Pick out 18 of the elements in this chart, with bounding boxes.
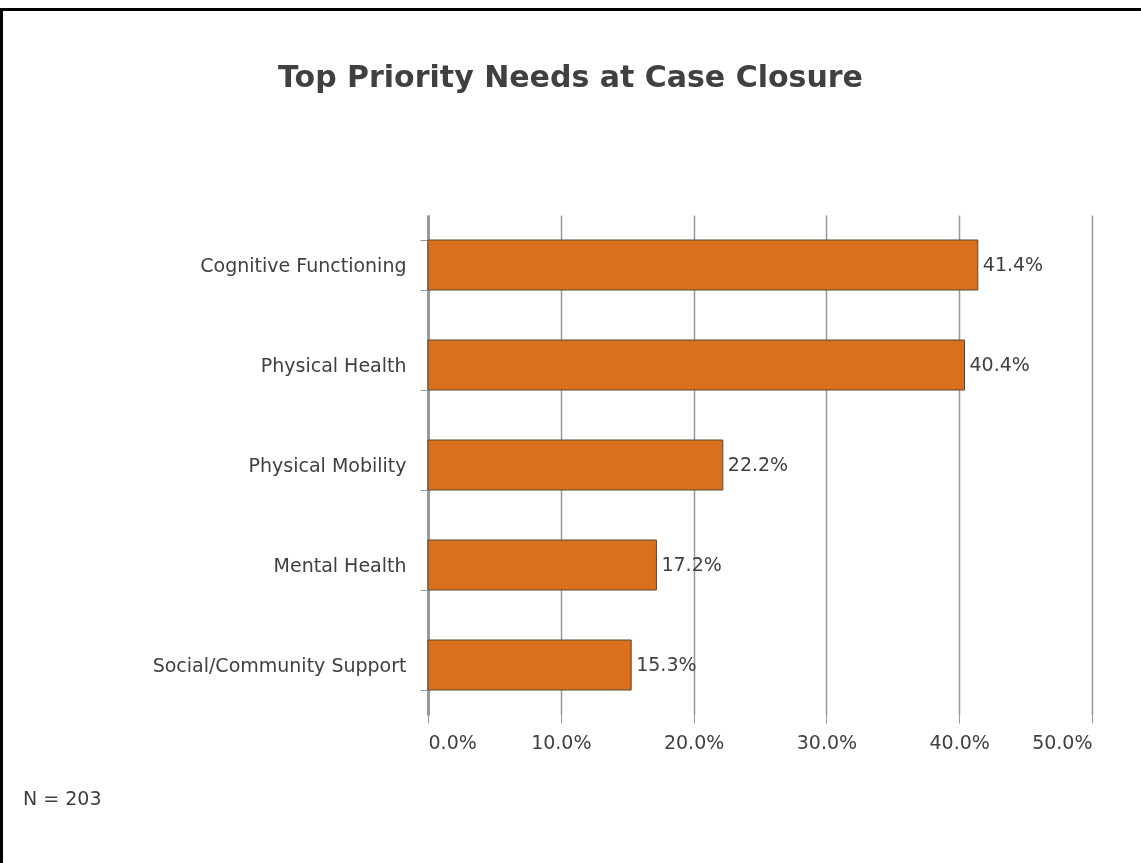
chart-title: Top Priority Needs at Case Closure	[277, 59, 864, 94]
data-label: 22.2%	[727, 453, 789, 475]
x-tick-label: 20.0%	[663, 730, 725, 753]
y-tick-label: Mental Health	[273, 553, 407, 576]
y-tick-label: Social/Community Support	[152, 653, 407, 676]
x-tick-label: 30.0%	[796, 730, 858, 753]
x-tick-label: 0.0%	[428, 730, 477, 753]
data-label: 15.3%	[636, 653, 697, 675]
data-label: 40.4%	[969, 353, 1030, 375]
y-tick-label: Cognitive Functioning	[200, 253, 407, 276]
data-label: 41.4%	[982, 253, 1044, 275]
text: N = 203	[23, 787, 102, 809]
x-tick-label: 40.0%	[929, 730, 990, 753]
y-tick-label: Physical Health	[260, 353, 407, 376]
y-tick-label: Physical Mobility	[248, 453, 407, 476]
x-tick-label: 50.0%	[1032, 730, 1093, 753]
data-label: 17.2%	[661, 553, 722, 575]
x-tick-label: 10.0%	[531, 730, 592, 753]
